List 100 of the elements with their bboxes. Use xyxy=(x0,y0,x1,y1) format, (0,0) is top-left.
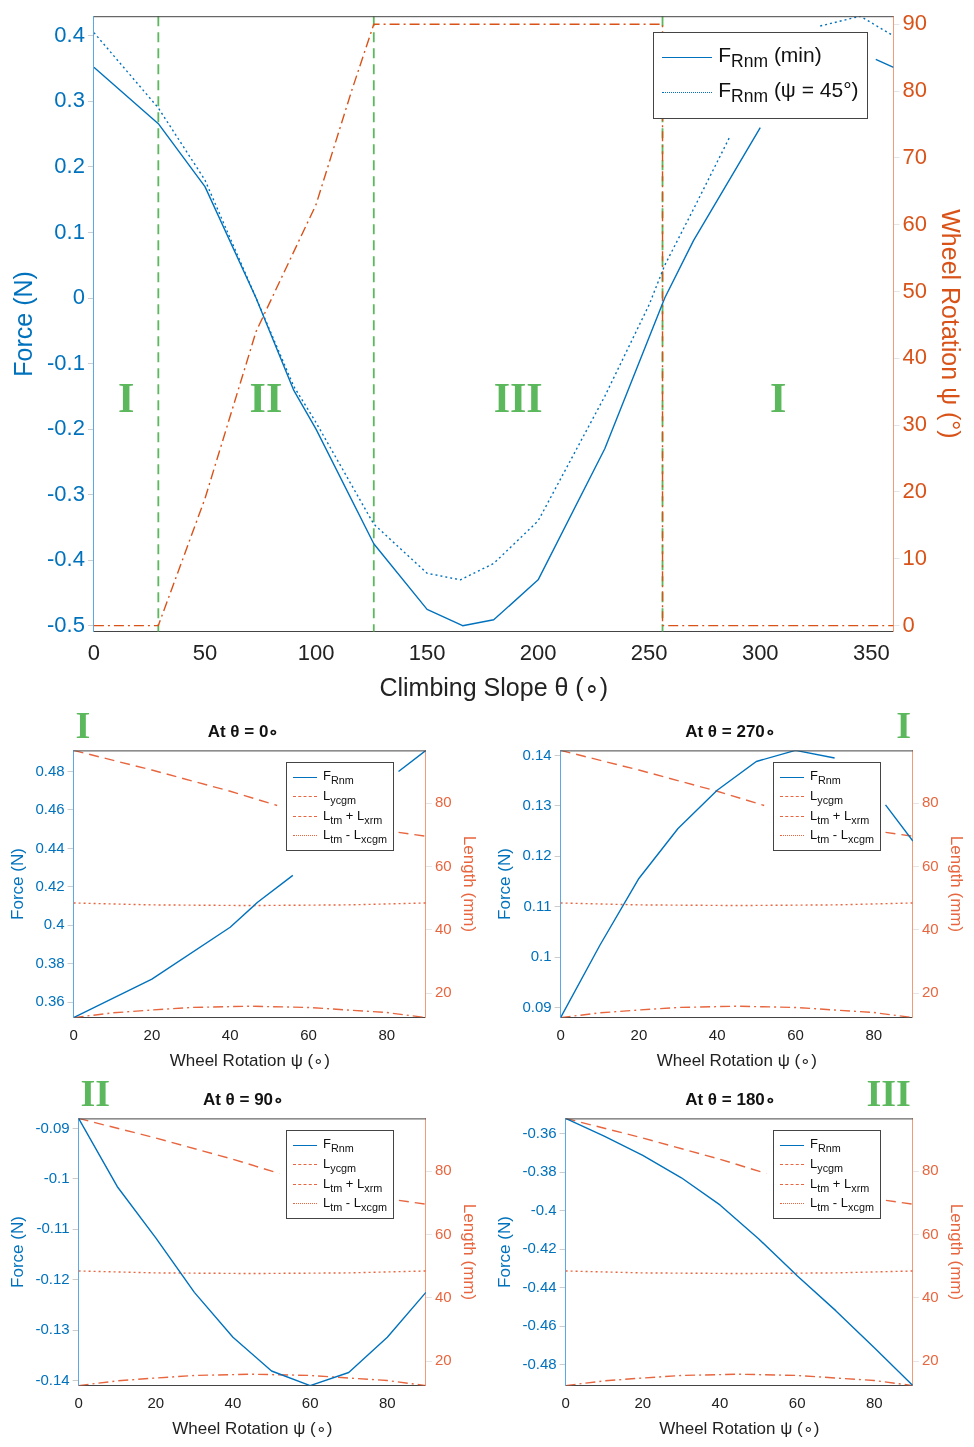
y2-tick-label: 0 xyxy=(902,611,915,637)
y-tick-label: 0.42 xyxy=(35,877,65,895)
x-tick-label: 100 xyxy=(297,639,335,665)
legend-label: L$_{ycgm}$ xyxy=(809,1155,844,1174)
x-tick-label: 40 xyxy=(221,1025,239,1043)
y2-tick-label: 60 xyxy=(902,210,928,236)
x-tick-label: 60 xyxy=(787,1025,804,1043)
y-tick-label: 0.4 xyxy=(43,915,65,933)
legend-label: L$_{tm}$ - L$_{xcgm}$ xyxy=(322,827,387,845)
y-tick-label: -0.44 xyxy=(522,1277,557,1295)
y-tick-label: -0.12 xyxy=(35,1269,70,1287)
y-tick-label: -0.38 xyxy=(522,1162,557,1180)
text: I xyxy=(75,704,91,746)
y-tick-label: 0.36 xyxy=(35,992,65,1010)
y-axis-title: Force (N) xyxy=(7,848,27,920)
chart-title: At θ = 180∘ xyxy=(685,1089,776,1109)
y2-axis-title: Length (mm) xyxy=(460,835,480,933)
legend-label: F$_{Rnm}$ (ψ = 45°) xyxy=(718,78,859,108)
x-axis-title: Wheel Rotation ψ (∘) xyxy=(659,1419,820,1439)
y2-tick-label: 40 xyxy=(434,920,452,938)
legend-label: L$_{tm}$ - L$_{xcgm}$ xyxy=(809,827,874,845)
y2-tick-label: 10 xyxy=(902,544,928,570)
y-tick-label: 0.09 xyxy=(522,997,552,1015)
y-tick-label: 0.44 xyxy=(35,838,65,856)
x-tick-label: 60 xyxy=(301,1393,319,1411)
y-tick-label: 0.46 xyxy=(35,800,65,818)
y2-tick-label: 40 xyxy=(434,1288,452,1306)
y2-tick-label: 80 xyxy=(434,793,452,811)
y2-tick-label: 60 xyxy=(921,856,939,874)
y-tick-label: -0.4 xyxy=(46,546,85,572)
y2-tick-label: 90 xyxy=(902,10,928,36)
y2-tick-label: 60 xyxy=(921,1224,939,1242)
y-axis-title: Force (N) xyxy=(8,271,37,377)
x-tick-label: 40 xyxy=(708,1025,726,1043)
y-tick-label: -0.14 xyxy=(35,1370,70,1388)
legend-label: F$_{Rnm}$ xyxy=(322,1136,354,1154)
text: II xyxy=(80,1072,111,1114)
y-tick-label: -0.11 xyxy=(36,1219,70,1237)
y-tick-label: -0.2 xyxy=(46,415,85,441)
y-tick-label: -0.36 xyxy=(522,1123,557,1141)
legend-label: L$_{tm}$ + L$_{xrm}$ xyxy=(809,1175,870,1194)
y-tick-label: 0.13 xyxy=(522,796,552,813)
text: III xyxy=(866,1072,911,1114)
x-tick-label: 80 xyxy=(378,1025,396,1043)
y-tick-label: 0.48 xyxy=(35,761,65,779)
y2-tick-label: 20 xyxy=(921,1351,939,1369)
y-tick-label: -0.5 xyxy=(46,611,85,637)
y-tick-label: 0.38 xyxy=(35,953,65,971)
y2-tick-label: 20 xyxy=(921,983,939,1001)
x-axis-title: Wheel Rotation ψ (∘) xyxy=(656,1051,817,1071)
legend-label: L$_{ycgm}$ xyxy=(809,787,844,806)
legend-label: F$_{Rnm}$ xyxy=(809,768,841,786)
y-tick-label: -0.48 xyxy=(522,1354,557,1372)
x-tick-label: 300 xyxy=(741,639,779,665)
annotation: II xyxy=(249,374,283,421)
x-tick-label: 20 xyxy=(634,1393,652,1411)
x-tick-label: 20 xyxy=(630,1025,648,1043)
y2-axis-title: Length (mm) xyxy=(947,835,967,933)
x-tick-label: 250 xyxy=(630,639,668,665)
y2-axis-title: Length (mm) xyxy=(460,1203,480,1301)
legend-label: F$_{Rnm}$ (min) xyxy=(718,43,822,73)
x-tick-label: 80 xyxy=(865,1025,883,1043)
y2-tick-label: 20 xyxy=(902,478,928,504)
annotation: III xyxy=(493,374,543,421)
x-tick-label: 60 xyxy=(788,1393,806,1411)
x-tick-label: 350 xyxy=(852,639,890,665)
x-tick-label: 40 xyxy=(224,1393,242,1411)
x-tick-label: 200 xyxy=(519,639,557,665)
y-tick-label: 0.12 xyxy=(522,846,552,864)
y-tick-label: -0.46 xyxy=(522,1316,557,1334)
y-tick-label: -0.13 xyxy=(35,1320,70,1338)
y-tick-label: -0.3 xyxy=(46,480,85,506)
y-tick-label: 0.11 xyxy=(523,896,552,914)
x-tick-label: 150 xyxy=(408,639,446,665)
y2-tick-label: 50 xyxy=(902,277,928,303)
legend-label: L$_{ycgm}$ xyxy=(322,1155,357,1174)
legend-label: F$_{Rnm}$ xyxy=(809,1136,841,1154)
x-axis-title: Climbing Slope θ (∘) xyxy=(379,672,609,701)
y2-tick-label: 80 xyxy=(921,793,939,811)
legend-label: L$_{ycgm}$ xyxy=(322,787,357,806)
annotation: I xyxy=(118,374,135,421)
y2-tick-label: 70 xyxy=(902,143,928,169)
annotation: I xyxy=(770,374,787,421)
chart-title: At θ = 0∘ xyxy=(207,721,280,741)
x-axis-title: Wheel Rotation ψ (∘) xyxy=(169,1051,330,1071)
x-tick-label: 60 xyxy=(300,1025,317,1043)
legend-label: L$_{tm}$ + L$_{xrm}$ xyxy=(322,1175,383,1194)
y2-axis-title: Length (mm) xyxy=(947,1203,967,1301)
legend-label: L$_{tm}$ + L$_{xrm}$ xyxy=(809,807,870,826)
legend-label: F$_{Rnm}$ xyxy=(322,768,354,786)
x-axis-title: Wheel Rotation ψ (∘) xyxy=(172,1419,333,1439)
legend-label: L$_{tm}$ - L$_{xcgm}$ xyxy=(809,1195,874,1213)
y-tick-label: -0.4 xyxy=(530,1200,557,1218)
chart-title: At θ = 270∘ xyxy=(685,721,776,741)
y2-tick-label: 80 xyxy=(921,1161,939,1179)
x-tick-label: 20 xyxy=(147,1393,165,1411)
y-tick-label: -0.09 xyxy=(35,1118,70,1136)
y-tick-label: 0.1 xyxy=(54,218,85,244)
y2-tick-label: 60 xyxy=(434,856,452,874)
x-tick-label: 80 xyxy=(865,1393,883,1411)
